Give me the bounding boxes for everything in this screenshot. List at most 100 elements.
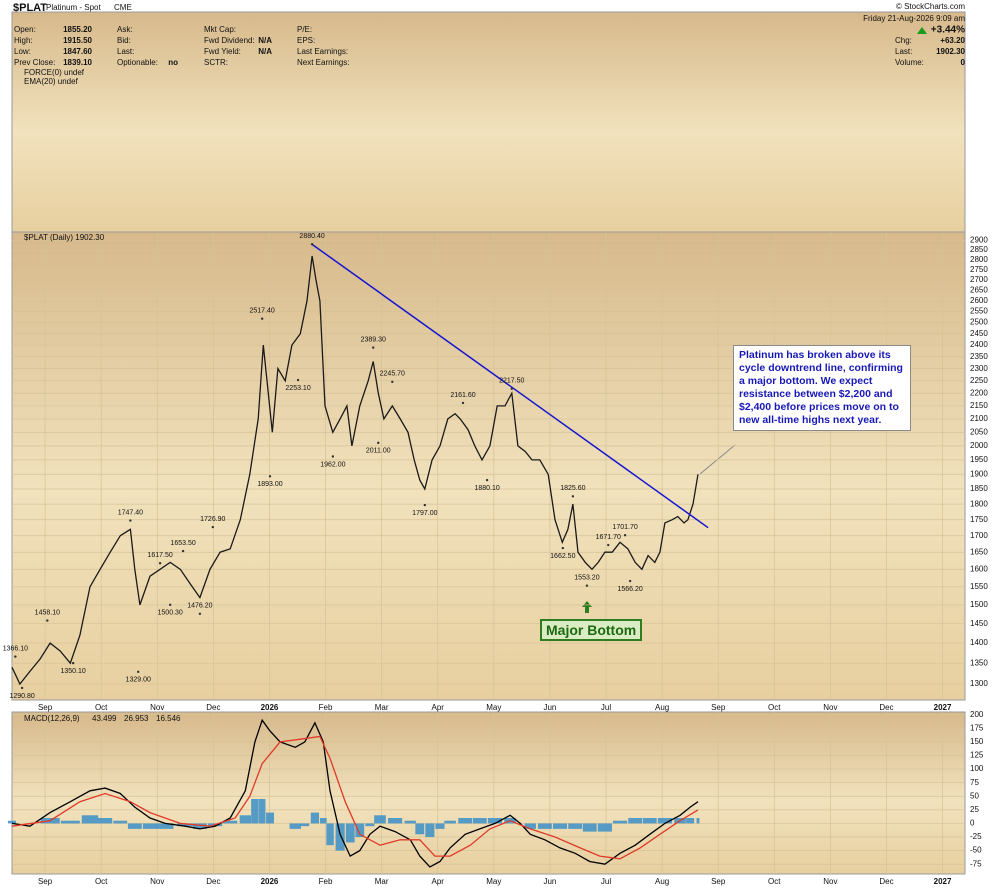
quote-value: 1839.10 [63, 58, 92, 67]
histogram-bar [192, 823, 207, 829]
y-tick-label: -50 [970, 846, 982, 855]
y-tick-label: 1500 [970, 600, 988, 609]
price-label: 1366.10 [3, 645, 28, 652]
quote-label: High: [14, 36, 33, 45]
price-label: 1290.80 [9, 693, 34, 700]
x-tick-label: Dec [879, 703, 893, 712]
x-tick-label: Mar [375, 703, 389, 712]
histogram-bar [642, 818, 657, 824]
histogram-bar [582, 823, 597, 832]
y-tick-label: 2650 [970, 285, 988, 294]
y-tick-label: 75 [970, 778, 979, 787]
price-label: 2389.30 [361, 336, 386, 343]
trendline [311, 243, 709, 529]
y-tick-label: 2200 [970, 388, 988, 397]
price-label-point [331, 455, 335, 458]
x-tick-label: Dec [206, 703, 220, 712]
macd-panel [11, 711, 966, 875]
histogram-bar [345, 823, 355, 843]
price-label-point [181, 549, 185, 553]
price-label-point [71, 661, 75, 665]
histogram-bar [300, 823, 310, 827]
price-label: 2011.00 [366, 448, 391, 455]
indicator-legend: FORCE(0) undef [24, 68, 85, 77]
histogram-bar [310, 812, 320, 824]
y-tick-label: 125 [970, 751, 984, 760]
histogram-bar [258, 798, 266, 824]
histogram-bar [612, 820, 628, 824]
histogram-bar [251, 798, 259, 824]
price-label: 1747.40 [118, 509, 143, 516]
x-tick-label: 2027 [934, 877, 952, 886]
x-tick-label: Nov [150, 703, 164, 712]
up-arrow [917, 27, 927, 34]
price-label-point [268, 475, 272, 478]
y-tick-label: 1800 [970, 499, 988, 508]
x-tick-label: Jul [601, 877, 611, 886]
x-tick-label: Sep [711, 703, 726, 712]
price-label-point [158, 562, 162, 565]
quote-value: N/A [258, 47, 272, 56]
histogram-bar [365, 823, 375, 827]
y-tick-label: 1700 [970, 531, 988, 540]
y-tick-label: -25 [970, 832, 982, 841]
price-label-point [377, 441, 380, 445]
price-label: 1617.50 [147, 552, 172, 559]
histogram-bar [597, 823, 612, 832]
histogram-bar [156, 823, 174, 829]
quote-label: Last: [895, 47, 912, 56]
quote-label: Bid: [117, 36, 131, 45]
quote-label: Fwd Yield: [204, 47, 241, 56]
source: © StockCharts.com [896, 2, 965, 11]
y-tick-label: 2900 [970, 236, 988, 245]
price-label: 2253.10 [285, 385, 310, 392]
price-label: 1476.20 [187, 603, 212, 610]
y-tick-label: 2600 [970, 296, 988, 305]
x-tick-label: Sep [38, 703, 53, 712]
histogram-bar [60, 820, 80, 824]
price-label: 2517.40 [250, 308, 275, 315]
histogram-bar [472, 818, 487, 824]
symbol: $PLAT [13, 2, 47, 14]
histogram-bar [320, 818, 327, 824]
bottom-arrow [582, 601, 592, 613]
price-label-point [260, 317, 264, 320]
price-label-point [46, 619, 49, 622]
quote-label: Next Earnings: [297, 58, 349, 67]
price-label-point [571, 495, 575, 498]
y-tick-label: 1900 [970, 469, 988, 478]
x-tick-label: Aug [655, 877, 669, 886]
quote-label: P/E: [297, 25, 312, 34]
histogram-bar [696, 818, 700, 824]
x-tick-label: Jul [601, 703, 611, 712]
histogram-bar [289, 823, 301, 829]
price-label: 2245.70 [380, 371, 405, 378]
price-label: 1880.10 [474, 485, 499, 492]
x-tick-label: May [486, 703, 501, 712]
histogram-bar [127, 823, 142, 829]
price-label-point [607, 543, 610, 547]
quote-value: 1855.20 [63, 25, 92, 34]
price-label: 1566.20 [617, 586, 642, 593]
quote-label: Last: [117, 47, 134, 56]
histogram-bar [239, 815, 252, 824]
x-tick-label: Apr [432, 703, 445, 712]
y-tick-label: 2800 [970, 255, 988, 264]
quote-label: Optionable: [117, 58, 158, 67]
x-tick-label: Dec [206, 877, 220, 886]
legend-value: 26.953 [124, 714, 149, 723]
histogram-bar [458, 818, 473, 824]
price-label: 1726.90 [200, 516, 225, 523]
y-tick-label: 2100 [970, 414, 988, 423]
x-tick-label: Nov [823, 877, 837, 886]
histogram-bar [524, 823, 536, 829]
histogram-bar [81, 815, 99, 824]
x-tick-label: Nov [823, 703, 837, 712]
quote-label: Open: [14, 25, 36, 34]
histogram-bar [8, 820, 16, 824]
price-label: 1553.20 [574, 575, 599, 582]
legend-value: 16.546 [156, 714, 181, 723]
quote-label: Volume: [895, 58, 924, 67]
callout-pointer [699, 444, 736, 475]
